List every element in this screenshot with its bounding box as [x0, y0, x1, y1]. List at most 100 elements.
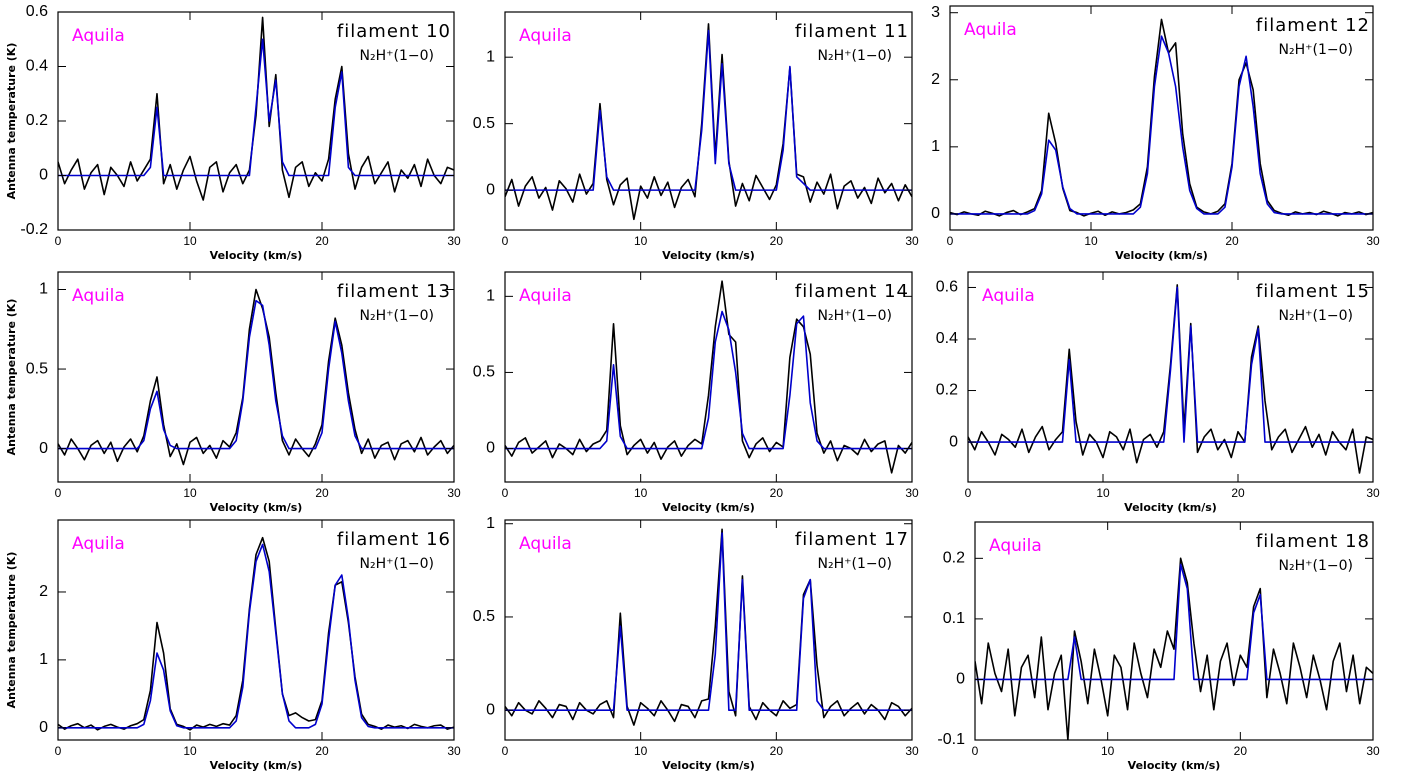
chart-title: filament 12 — [1256, 15, 1370, 36]
y-tick-label: 0.5 — [473, 115, 495, 132]
x-tick-label: 0 — [972, 744, 979, 758]
spectrum-line — [950, 35, 1373, 215]
spectrum-line — [58, 299, 454, 450]
chart-title: filament 15 — [1256, 281, 1370, 302]
line-label: N₂H⁺(1−0) — [818, 556, 892, 572]
chart-title: filament 13 — [337, 281, 451, 302]
region-label: Aquila — [964, 20, 1017, 40]
y-tick-label: 1 — [486, 48, 495, 65]
y-tick-label: 0 — [39, 719, 48, 736]
line-label: N₂H⁺(1−0) — [360, 308, 434, 324]
spectrum-line — [505, 29, 912, 191]
x-tick-label: 0 — [947, 234, 954, 248]
x-tick-label: 20 — [770, 234, 784, 248]
x-tick-label: 0 — [502, 486, 509, 500]
x-tick-label: 10 — [634, 486, 648, 500]
spectrum-line — [505, 310, 912, 450]
spectrum-line — [505, 23, 912, 221]
x-tick-label: 20 — [770, 744, 784, 758]
y-tick-label: 0.4 — [936, 330, 958, 347]
spectrum-line — [58, 288, 454, 466]
region-label: Aquila — [72, 534, 125, 554]
panel: 0 10 20 30 0 0.5 1 filament 11 Aquila N₂H⁺(1−0) Ve… — [473, 11, 919, 262]
y-tick-label: 0 — [956, 671, 965, 688]
x-tick-label: 10 — [183, 744, 197, 758]
x-tick-label: 10 — [1084, 234, 1098, 248]
y-tick-label: 0.5 — [26, 360, 48, 377]
x-tick-label: 30 — [905, 234, 919, 248]
x-tick-label: 20 — [315, 234, 329, 248]
chart-title: filament 16 — [337, 529, 451, 550]
x-tick-label: 10 — [1101, 744, 1115, 758]
x-tick-label: 10 — [634, 234, 648, 248]
x-axis-label: Velocity (km/s) — [662, 501, 755, 514]
y-tick-label: 1 — [486, 515, 495, 532]
x-tick-label: 30 — [447, 486, 461, 500]
y-tick-label: 1 — [931, 138, 940, 155]
y-tick-label: -0.2 — [20, 221, 48, 238]
y-tick-label: 3 — [931, 4, 940, 21]
plot-area — [58, 536, 454, 731]
x-tick-label: 10 — [634, 744, 648, 758]
spectrum-line — [975, 563, 1373, 681]
x-tick-label: 30 — [447, 234, 461, 248]
plot-area — [975, 557, 1373, 740]
plot-area — [505, 280, 912, 474]
x-tick-label: 20 — [1231, 486, 1245, 500]
y-tick-label: 0 — [486, 701, 495, 718]
chart-title: filament 10 — [337, 21, 451, 42]
y-tick-label: 0.4 — [26, 58, 48, 75]
x-axis-label: Velocity (km/s) — [210, 249, 303, 262]
x-tick-label: 30 — [1366, 744, 1380, 758]
x-axis-label: Velocity (km/s) — [1128, 759, 1221, 772]
panel: 0 10 20 30 0 1 2 filament 16 Aquila N₂H⁺(1−0) Velo… — [5, 519, 461, 772]
y-axis-label: Antenna temperature (K) — [5, 43, 18, 200]
panel: 0 10 20 30 0 1 2 3 filament 12 Aquila N₂H⁺(1−0) Vel… — [931, 4, 1380, 262]
frame — [504, 271, 913, 483]
frame — [949, 5, 1374, 231]
line-label: N₂H⁺(1−0) — [360, 48, 434, 64]
spectrum-line — [58, 543, 454, 729]
y-tick-label: 0.6 — [26, 3, 48, 20]
region-label: Aquila — [72, 286, 125, 306]
line-label: N₂H⁺(1−0) — [1279, 558, 1353, 574]
line-label: N₂H⁺(1−0) — [1279, 42, 1353, 58]
spectrum-line — [505, 528, 912, 726]
y-axis-label: Antenna temperature (K) — [5, 299, 18, 456]
spectrum-line — [505, 532, 912, 711]
y-tick-label: 0.2 — [26, 112, 48, 129]
y-tick-label: 0 — [486, 181, 495, 198]
x-tick-label: 0 — [55, 744, 62, 758]
plot-area — [58, 288, 454, 466]
y-tick-label: 0.6 — [936, 279, 958, 296]
plot-area — [968, 284, 1373, 474]
y-tick-label: 0 — [39, 167, 48, 184]
plot-area — [505, 23, 912, 221]
x-tick-label: 10 — [183, 486, 197, 500]
x-tick-label: 20 — [315, 486, 329, 500]
y-tick-label: -0.1 — [937, 731, 965, 748]
spectrum-line — [505, 280, 912, 474]
frame — [57, 271, 455, 483]
x-tick-label: 20 — [1234, 744, 1248, 758]
y-tick-label: 1 — [39, 281, 48, 298]
x-axis-label: Velocity (km/s) — [1124, 501, 1217, 514]
x-tick-label: 0 — [55, 234, 62, 248]
spectrum-line — [968, 286, 1373, 443]
y-tick-label: 1 — [39, 651, 48, 668]
y-tick-label: 0 — [486, 440, 495, 457]
chart-title: filament 17 — [795, 529, 909, 550]
spectrum-line — [975, 557, 1373, 740]
frame — [974, 521, 1374, 741]
y-tick-label: 0 — [39, 440, 48, 457]
region-label: Aquila — [519, 534, 572, 554]
frame — [504, 11, 913, 231]
region-label: Aquila — [519, 26, 572, 46]
y-tick-label: 2 — [39, 583, 48, 600]
x-axis-label: Velocity (km/s) — [662, 759, 755, 772]
y-tick-label: 0 — [949, 433, 958, 450]
frame — [57, 519, 455, 741]
panel: 0 10 20 30 -0.1 0 0.1 0.2 filament 18 Aquila N₂H⁺(… — [937, 521, 1380, 772]
line-label: N₂H⁺(1−0) — [1279, 308, 1353, 324]
